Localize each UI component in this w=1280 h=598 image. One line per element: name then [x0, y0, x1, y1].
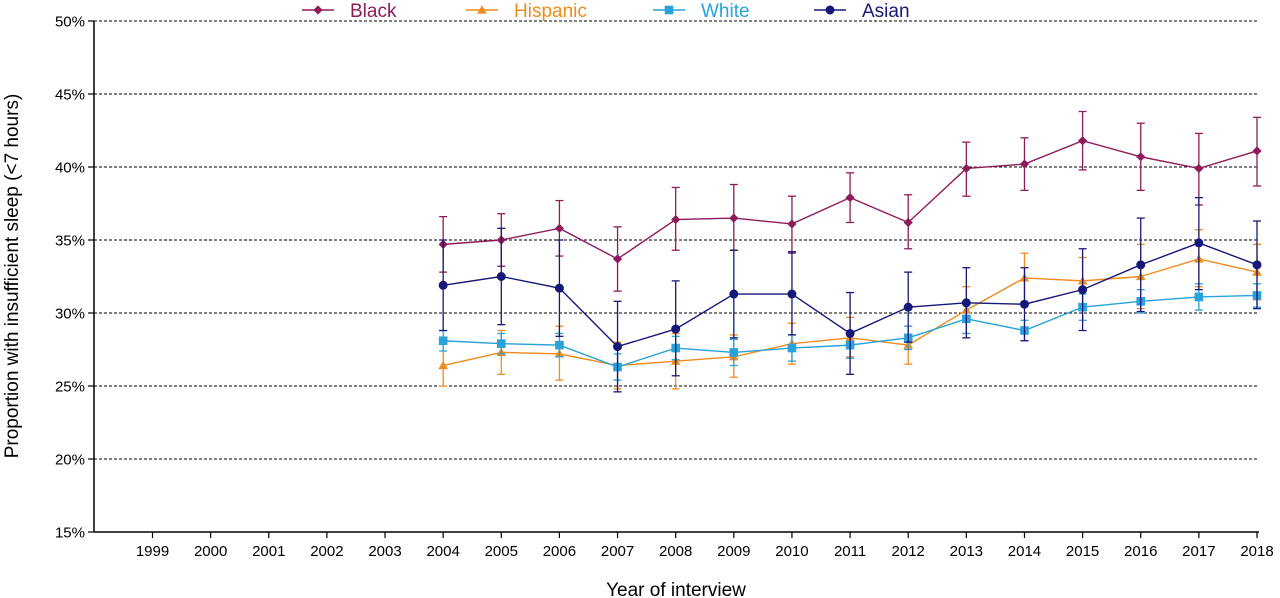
x-tick-label: 2013 [950, 543, 983, 560]
x-tick-label: 2000 [194, 543, 227, 560]
legend-label: Black [350, 1, 397, 22]
x-tick-label: 2006 [543, 543, 576, 560]
x-tick-label: 2015 [1066, 543, 1099, 560]
data-point [671, 324, 681, 334]
data-point [496, 339, 506, 348]
data-point [729, 289, 739, 299]
y-tick-label: 20% [55, 452, 85, 469]
data-point [845, 193, 855, 203]
data-point [729, 213, 739, 223]
data-point [1019, 159, 1030, 169]
y-tick-label: 15% [55, 525, 85, 542]
gridlines [94, 20, 1259, 460]
data-point [1136, 260, 1146, 270]
x-tick-label: 2004 [426, 543, 459, 560]
data-point [787, 343, 797, 353]
data-point [1194, 292, 1204, 302]
legend-item-asian: Asian [814, 1, 910, 22]
y-tick-label: 25% [55, 379, 85, 396]
x-tick-label: 2012 [892, 543, 925, 560]
data-point [1078, 285, 1088, 295]
x-tick-label: 2016 [1124, 543, 1157, 560]
x-tick-label: 2001 [252, 543, 285, 560]
data-point [903, 302, 913, 312]
legend-item-hispanic: Hispanic [466, 1, 587, 22]
y-tick-label: 50% [55, 14, 85, 31]
data-point [1252, 146, 1262, 156]
x-tick-label: 1999 [136, 543, 169, 560]
data-point [496, 272, 506, 281]
data-point [671, 214, 681, 225]
x-axis-title: Year of interview [606, 580, 746, 598]
x-tick-label: 2011 [834, 543, 866, 560]
data-point [903, 217, 913, 228]
data-point [961, 298, 971, 308]
x-tick-label: 2018 [1240, 543, 1273, 560]
x-tick-label: 2009 [717, 543, 750, 560]
data-point [555, 340, 564, 350]
legend-label: White [701, 1, 750, 22]
data-point [1019, 299, 1029, 309]
x-tick-label: 2008 [659, 543, 692, 560]
legend-marker [477, 5, 487, 14]
legend-label: Asian [862, 1, 910, 22]
data-point [1136, 152, 1146, 162]
legend-item-black: Black [302, 1, 397, 22]
series-black [438, 110, 1262, 292]
data-point [438, 360, 448, 370]
x-tick-label: 2010 [775, 543, 808, 560]
data-point [613, 342, 623, 352]
data-point [961, 163, 971, 174]
data-point [438, 336, 448, 346]
x-tick-label: 2014 [1008, 543, 1041, 560]
legend-marker [313, 5, 323, 15]
y-tick-label: 30% [55, 306, 85, 323]
y-tick-label: 40% [55, 160, 85, 177]
legend: Black Hispanic White Asian [302, 1, 910, 22]
legend-marker [825, 5, 835, 15]
x-tick-label: 2017 [1182, 543, 1215, 560]
data-point [1194, 163, 1204, 174]
x-tick-label: 2007 [601, 543, 634, 560]
series-asian [438, 197, 1262, 393]
data-point [612, 254, 623, 264]
axes: 15% 20% 25% 30% 35% 40% 45% 50% 1999 2000 2001 2002… [55, 14, 1274, 561]
x-tick-label: 2003 [368, 543, 401, 560]
data-point [787, 289, 797, 299]
legend-marker [664, 5, 674, 15]
data-point [729, 348, 739, 357]
data-point [787, 219, 797, 229]
y-axis-title: Proportion with insufficient sleep (<7 h… [2, 94, 23, 459]
data-point [438, 280, 448, 290]
data-point [554, 283, 564, 293]
x-tick-label: 2002 [310, 543, 343, 560]
data-point [1078, 136, 1088, 146]
legend-item-white: White [653, 1, 750, 22]
data-point [1194, 238, 1204, 248]
data-point [1252, 260, 1262, 270]
x-tick-label: 2005 [485, 543, 518, 560]
data-series [438, 110, 1262, 393]
data-point [845, 328, 855, 338]
legend-label: Hispanic [514, 1, 587, 22]
y-tick-label: 45% [55, 87, 85, 104]
y-tick-label: 35% [55, 233, 85, 250]
data-point [554, 223, 565, 233]
